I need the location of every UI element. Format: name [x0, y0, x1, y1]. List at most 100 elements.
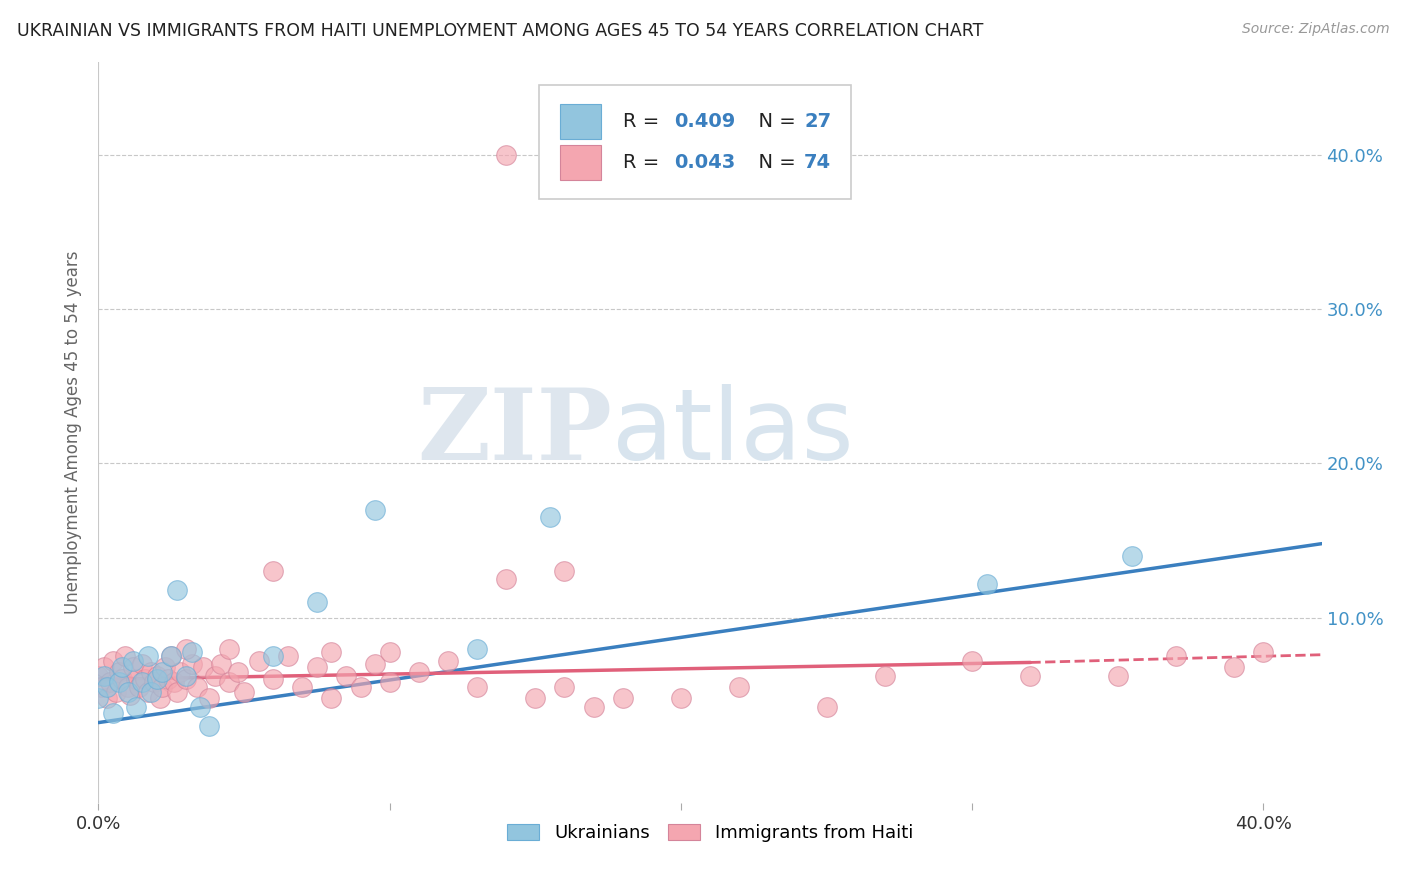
Point: [262, 649, 284, 664]
Point: [152, 680, 174, 694]
Legend: Ukrainians, Immigrants from Haiti: Ukrainians, Immigrants from Haiti: [499, 816, 921, 849]
Point: [198, 690, 221, 705]
Point: [437, 654, 460, 668]
Point: [612, 690, 634, 705]
Point: [349, 680, 371, 694]
Text: 27: 27: [804, 112, 831, 131]
Point: [93, 669, 115, 683]
Point: [553, 680, 575, 694]
Point: [98, 675, 121, 690]
Point: [1223, 660, 1246, 674]
Text: atlas: atlas: [612, 384, 853, 481]
Point: [247, 654, 270, 668]
FancyBboxPatch shape: [560, 145, 602, 180]
Text: UKRAINIAN VS IMMIGRANTS FROM HAITI UNEMPLOYMENT AMONG AGES 45 TO 54 YEARS CORREL: UKRAINIAN VS IMMIGRANTS FROM HAITI UNEMP…: [17, 22, 983, 40]
Point: [104, 685, 127, 699]
Point: [305, 595, 328, 609]
Point: [1121, 549, 1143, 563]
Point: [96, 690, 118, 705]
Text: 0.043: 0.043: [675, 153, 735, 172]
Point: [96, 680, 118, 694]
Point: [108, 665, 131, 679]
Point: [131, 675, 153, 690]
Point: [111, 673, 134, 687]
Point: [174, 673, 197, 687]
Point: [976, 576, 998, 591]
Point: [321, 690, 343, 705]
Point: [87, 669, 110, 683]
Text: N =: N =: [745, 112, 801, 131]
Point: [122, 654, 145, 668]
Point: [198, 719, 221, 733]
Point: [111, 660, 134, 674]
Point: [291, 680, 314, 694]
Point: [204, 669, 226, 683]
Point: [101, 654, 124, 668]
Point: [125, 673, 148, 687]
Text: ZIP: ZIP: [418, 384, 612, 481]
Point: [538, 510, 561, 524]
Point: [87, 690, 110, 705]
Point: [169, 665, 191, 679]
Point: [117, 685, 139, 699]
Point: [136, 649, 159, 664]
Point: [160, 649, 183, 664]
Point: [1253, 645, 1275, 659]
Point: [364, 502, 387, 516]
Point: [145, 669, 167, 683]
Text: 0.409: 0.409: [675, 112, 735, 131]
Point: [174, 641, 197, 656]
Point: [873, 669, 896, 683]
Point: [180, 657, 202, 671]
Point: [364, 657, 387, 671]
Point: [465, 680, 488, 694]
Point: [163, 675, 186, 690]
Point: [166, 685, 188, 699]
Point: [378, 645, 401, 659]
Point: [408, 665, 430, 679]
Point: [142, 675, 165, 690]
Point: [209, 657, 232, 671]
Point: [134, 673, 156, 687]
Point: [1107, 669, 1129, 683]
Text: N =: N =: [745, 153, 801, 172]
Point: [582, 700, 605, 714]
Point: [495, 572, 517, 586]
Point: [152, 665, 174, 679]
Point: [149, 690, 172, 705]
Point: [378, 675, 401, 690]
Point: [728, 680, 751, 694]
Point: [122, 660, 145, 674]
Point: [226, 665, 249, 679]
Point: [186, 680, 208, 694]
Point: [277, 649, 299, 664]
FancyBboxPatch shape: [538, 85, 851, 200]
Point: [960, 654, 983, 668]
Point: [188, 700, 212, 714]
Point: [193, 660, 215, 674]
Point: [465, 641, 488, 656]
Point: [180, 645, 202, 659]
Point: [218, 641, 240, 656]
Point: [166, 582, 188, 597]
Point: [125, 700, 148, 714]
Point: [120, 688, 142, 702]
Point: [157, 673, 180, 687]
Point: [90, 680, 112, 694]
Point: [160, 649, 183, 664]
Point: [262, 673, 284, 687]
Point: [136, 685, 159, 699]
Point: [145, 673, 167, 687]
Point: [139, 685, 162, 699]
Point: [1019, 669, 1042, 683]
Point: [524, 690, 547, 705]
Point: [155, 660, 177, 674]
Point: [321, 645, 343, 659]
Text: Source: ZipAtlas.com: Source: ZipAtlas.com: [1241, 22, 1389, 37]
Point: [114, 649, 136, 664]
Point: [1164, 649, 1187, 664]
Point: [93, 660, 115, 674]
Point: [815, 700, 838, 714]
Point: [108, 675, 131, 690]
Point: [233, 685, 256, 699]
